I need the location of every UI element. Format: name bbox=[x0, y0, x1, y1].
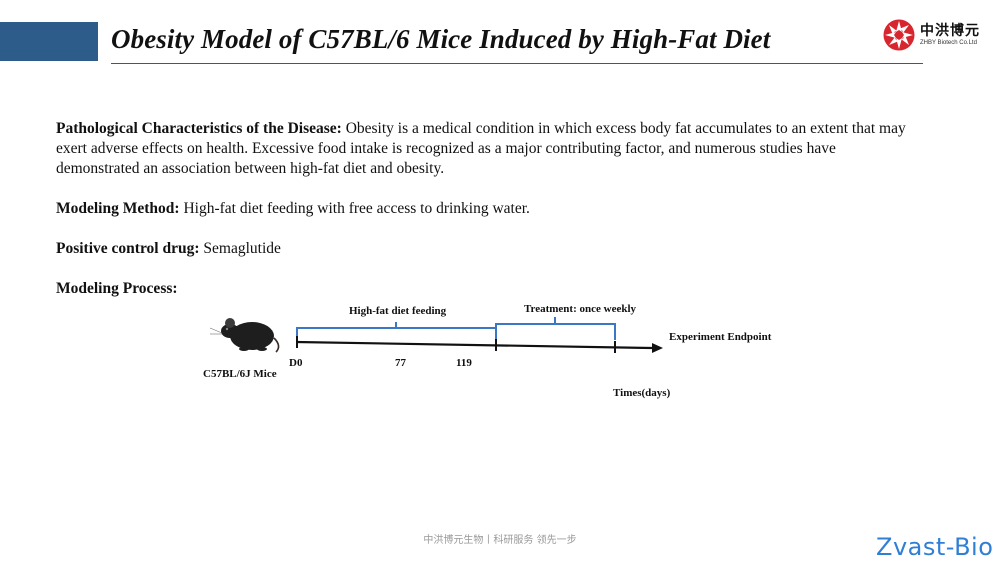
watermark-logo: Zvast-Bio bbox=[876, 533, 994, 561]
logo-name-cn: 中洪博元 bbox=[920, 23, 980, 39]
phase1-label: High-fat diet feeding bbox=[349, 305, 447, 317]
logo-name-en: ZHBY Biotech Co.Ltd bbox=[920, 40, 977, 46]
process-label: Modeling Process: bbox=[56, 280, 178, 297]
timeline-graphic bbox=[209, 317, 663, 353]
mouse-strain-label: C57BL/6J Mice bbox=[203, 368, 277, 380]
method-paragraph: Modeling Method: High-fat diet feeding w… bbox=[56, 199, 916, 219]
control-text: Semaglutide bbox=[199, 240, 281, 257]
axis-label: Times(days) bbox=[613, 387, 671, 399]
day-119-label: 119 bbox=[456, 357, 472, 369]
phase1-bracket bbox=[296, 322, 497, 340]
modeling-timeline: High-fat diet feeding Treatment: once we… bbox=[200, 296, 800, 406]
control-paragraph: Positive control drug: Semaglutide bbox=[56, 239, 916, 259]
method-label: Modeling Method: bbox=[56, 200, 180, 217]
day-77-label: 77 bbox=[395, 357, 406, 369]
control-label: Positive control drug: bbox=[56, 240, 200, 257]
timeline-arrowhead bbox=[652, 343, 663, 353]
phase2-bracket bbox=[495, 317, 616, 340]
phase2-label: Treatment: once weekly bbox=[524, 303, 637, 315]
pathology-paragraph: Pathological Characteristics of the Dise… bbox=[56, 119, 916, 179]
timeline-axis bbox=[295, 340, 653, 350]
title-divider bbox=[111, 63, 923, 64]
page-title: Obesity Model of C57BL/6 Mice Induced by… bbox=[111, 24, 771, 54]
endpoint-label: Experiment Endpoint bbox=[669, 331, 772, 343]
title-accent-block bbox=[0, 22, 98, 61]
day-0-label: D0 bbox=[289, 357, 303, 369]
mouse-icon bbox=[209, 318, 280, 353]
company-logo: 中洪博元 ZHBY Biotech Co.Ltd bbox=[882, 18, 987, 52]
process-paragraph: Modeling Process: bbox=[56, 279, 916, 299]
logo-mark-icon bbox=[883, 19, 915, 51]
footer-slogan: 中洪博元生物丨科研服务 领先一步 bbox=[423, 535, 577, 546]
pathology-text: Obesity is a medical condition in which … bbox=[56, 120, 906, 177]
method-text: High-fat diet feeding with free access t… bbox=[179, 200, 530, 217]
pathology-label: Pathological Characteristics of the Dise… bbox=[56, 120, 342, 137]
